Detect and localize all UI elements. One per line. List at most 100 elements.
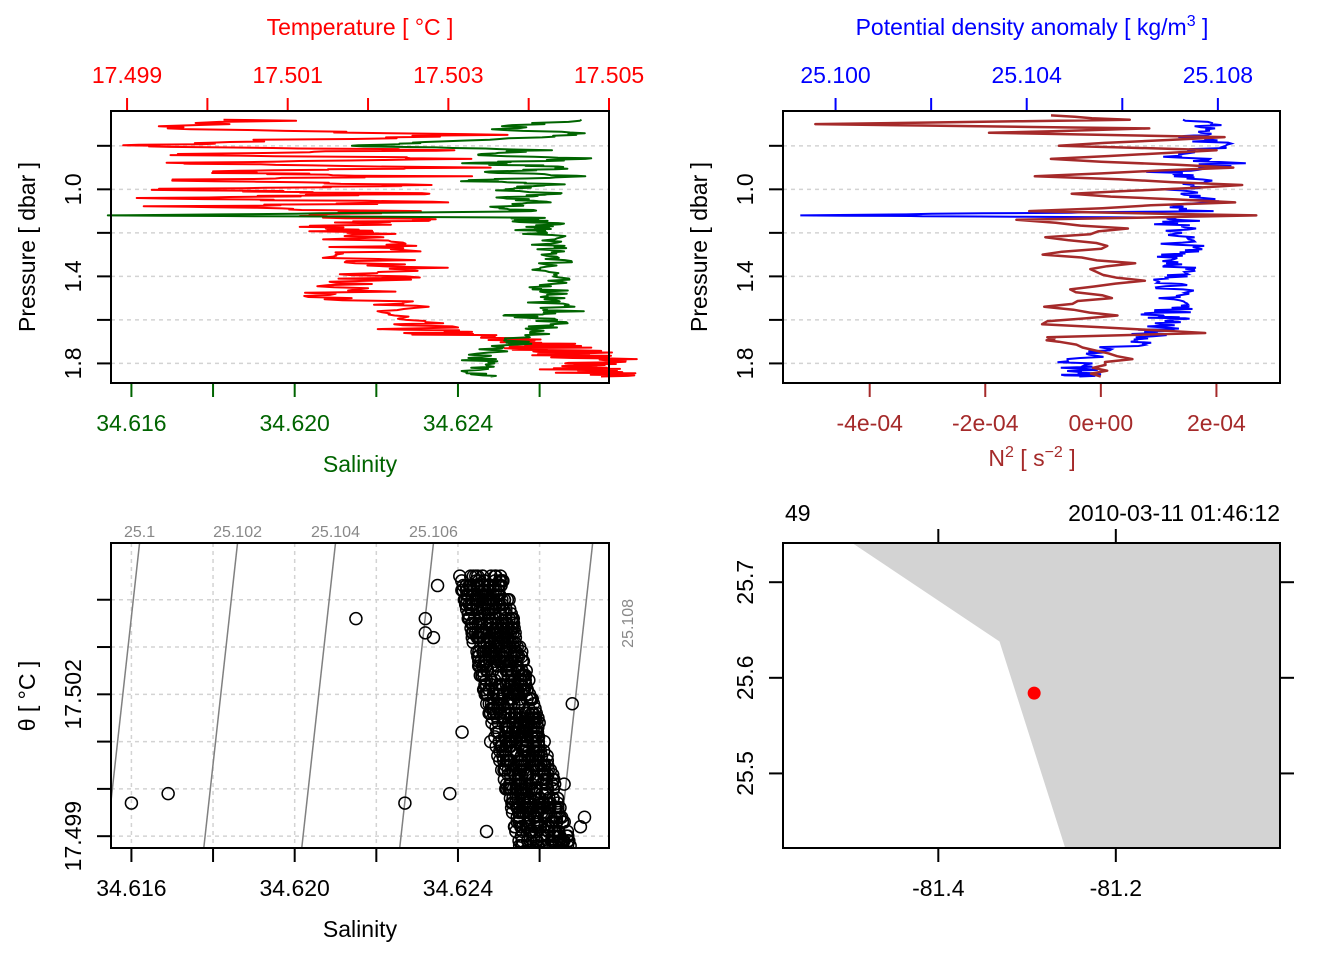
scatter-point: [524, 782, 539, 796]
scatter-point: [443, 786, 457, 801]
scatter-point: [488, 630, 503, 645]
temperature-axis-title: Temperature [ °C ]: [267, 14, 454, 40]
scatter-point: [492, 597, 507, 612]
scatter-point: [503, 635, 518, 650]
scatter-point: [513, 763, 527, 777]
axes: -81.4 -81.2 25.5 25.6 25.7: [732, 529, 1294, 901]
scatter-points: [124, 569, 592, 848]
scatter-point: [522, 687, 537, 702]
scatter-point: [482, 706, 497, 720]
scatter-point: [545, 843, 559, 848]
scatter-point: [503, 739, 518, 754]
scatter-point: [471, 592, 486, 607]
tick-label: 25.100: [800, 62, 870, 88]
scatter-point: [513, 678, 528, 692]
tick-label: 17.502: [60, 659, 86, 729]
scatter-point: [541, 767, 555, 782]
tick-label: 25.7: [732, 560, 758, 605]
scatter-point: [496, 753, 511, 768]
scatter-point: [500, 753, 515, 768]
scatter-point: [477, 602, 492, 616]
tick-label: 25.104: [992, 62, 1063, 88]
axes: 25.100 25.104 25.108 -4e-04 -2e-04 0e+00 2e-04…: [732, 62, 1253, 436]
pressure-axis-title: Pressure [ dbar ]: [686, 162, 712, 332]
tick-label: 34.616: [96, 875, 166, 901]
plot-frame: [110, 542, 610, 849]
scatter-point: [124, 796, 139, 810]
series-line-n2: [814, 114, 1258, 378]
scatter-point: [509, 711, 524, 725]
scatter-point: [483, 734, 498, 749]
density-contour: [203, 543, 239, 848]
scatter-point: [491, 687, 505, 702]
panel-station-map: 49 2010-03-11 01:46:12 -81.4 -81.2 25.5 25.…: [732, 500, 1294, 901]
scatter-point: [501, 767, 515, 782]
scatter-point: [514, 649, 529, 664]
scatter-point: [486, 645, 501, 659]
scatter-point: [520, 801, 534, 815]
scatter-point: [529, 786, 543, 801]
scatter-point: [536, 744, 551, 758]
land-polygon: [852, 543, 1280, 848]
scatter-point: [549, 843, 562, 848]
density-axis-title: Potential density anomaly [ kg/m3 ]: [856, 13, 1209, 40]
pressure-axis-title: Pressure [ dbar ]: [14, 162, 40, 332]
scatter-point: [504, 668, 519, 683]
scatter-point: [487, 654, 502, 668]
tick-label: 17.499: [92, 62, 162, 88]
scatter-point: [492, 574, 507, 588]
tick-label: 1.4: [60, 260, 86, 292]
grid: [783, 145, 1280, 365]
tick-label: 1.4: [732, 260, 758, 292]
scatter-point: [573, 819, 588, 834]
tick-label: -2e-04: [952, 410, 1019, 436]
salinity-axis-title: Salinity: [323, 451, 398, 477]
scatter-point: [542, 791, 556, 806]
scatter-point: [398, 796, 412, 810]
contour-label: 25.104: [311, 524, 360, 541]
tick-label: 34.620: [260, 875, 330, 901]
scatter-point: [545, 834, 559, 848]
scatter-point: [545, 772, 560, 787]
tick-label: 1.8: [732, 347, 758, 379]
scatter-point: [512, 725, 527, 739]
scatter-point: [471, 578, 486, 593]
scatter-point: [553, 829, 567, 843]
scatter-point: [471, 616, 485, 631]
scatter-point: [531, 815, 546, 829]
scatter-point: [555, 815, 570, 829]
tick-label: 25.5: [732, 751, 758, 796]
contour-label: 25.102: [213, 524, 262, 541]
scatter-point: [523, 824, 538, 839]
scatter-point: [487, 673, 502, 687]
scatter-point: [531, 805, 545, 820]
density-contour-labels: 25.1 25.102 25.104 25.106 25.108: [124, 524, 637, 648]
density-contour: [301, 543, 337, 848]
scatter-point: [540, 753, 555, 768]
scatter-point: [515, 654, 530, 668]
scatter-point: [479, 824, 494, 839]
panel-ts-profile: Temperature [ °C ] Salinity Pressure [ d…: [14, 14, 644, 477]
tick-label: 0e+00: [1069, 410, 1134, 436]
grid: [111, 543, 609, 848]
scatter-point: [418, 626, 433, 640]
scatter-point: [512, 838, 527, 848]
scatter-point: [474, 663, 489, 678]
tick-label: 25.6: [732, 655, 758, 700]
scatter-point: [517, 758, 532, 772]
tick-label: 17.503: [413, 62, 483, 88]
tick-label: 1.8: [60, 347, 86, 379]
tick-label: 34.624: [423, 410, 494, 436]
contour-label: 25.1: [124, 524, 155, 541]
tick-label: 34.624: [423, 875, 494, 901]
series-line-salinity: [106, 118, 593, 378]
tick-label: 34.616: [96, 410, 166, 436]
contour-label: 25.108: [620, 599, 637, 648]
scatter-point: [504, 607, 519, 621]
density-contour: [398, 543, 435, 848]
scatter-point: [460, 588, 475, 602]
series-group: [800, 114, 1258, 378]
scatter-point: [551, 801, 565, 815]
scatter-point: [497, 730, 512, 744]
